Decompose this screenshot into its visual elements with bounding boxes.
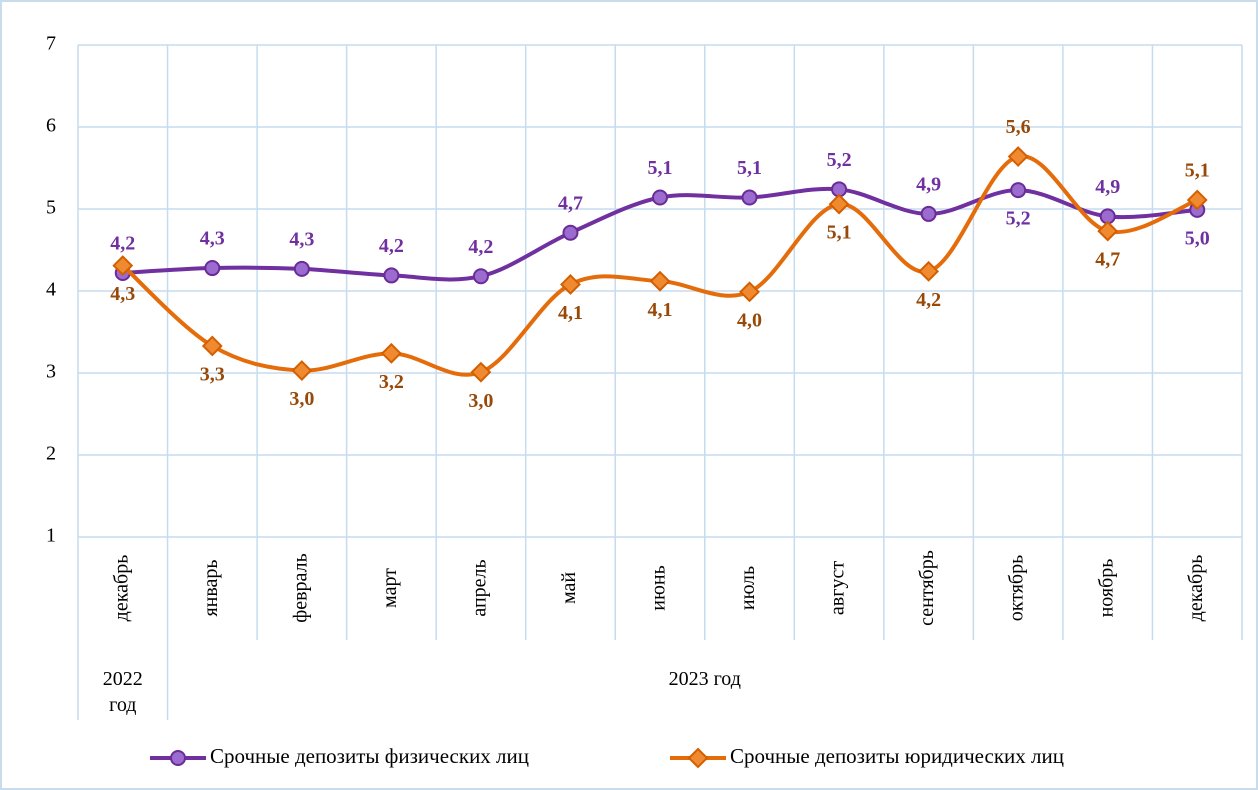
data-label: 3,0: [468, 390, 493, 412]
y-tick-label: 6: [46, 115, 56, 137]
x-tick-label: март: [379, 568, 401, 608]
data-label: 5,0: [1185, 227, 1210, 249]
legend-label: Срочные депозиты юридических лиц: [730, 744, 1064, 768]
point-marker: [560, 274, 581, 295]
data-label: 5,1: [648, 157, 673, 179]
data-label: 5,1: [827, 222, 852, 244]
point-marker: [472, 268, 489, 285]
data-label: 4,2: [379, 235, 404, 257]
data-label: 4,3: [289, 228, 314, 250]
x-tick-label: октябрь: [1006, 555, 1028, 621]
point-marker: [112, 255, 134, 276]
data-label: 4,2: [916, 289, 941, 311]
data-label: 4,3: [110, 283, 135, 305]
point-marker: [1097, 220, 1119, 242]
legend-marker: [170, 750, 186, 766]
data-label: 4,2: [110, 233, 135, 255]
x-tick-label: апрель: [469, 559, 491, 616]
data-label: 5,1: [1185, 160, 1210, 182]
point-marker: [741, 189, 758, 206]
point-marker: [1007, 146, 1029, 167]
data-label: 3,2: [379, 371, 404, 393]
data-label: 5,2: [827, 149, 852, 171]
group-label: 2023 год: [668, 668, 741, 690]
point-marker: [204, 260, 221, 277]
x-tick-label: январь: [200, 559, 222, 616]
y-tick-label: 2: [46, 443, 56, 465]
point-marker: [918, 260, 940, 282]
x-tick-label: декабрь: [1185, 555, 1207, 622]
data-label: 4,9: [1095, 176, 1120, 198]
point-marker: [649, 270, 671, 292]
y-tick-label: 4: [46, 279, 56, 301]
x-tick-label: май: [558, 572, 580, 604]
data-label: 5,6: [1006, 116, 1031, 138]
point-marker: [201, 335, 223, 357]
data-label: 5,2: [1006, 208, 1031, 230]
point-marker: [920, 205, 937, 222]
point-marker: [652, 189, 668, 206]
data-label: 4,3: [200, 228, 225, 250]
x-tick-label: ноябрь: [1095, 559, 1117, 618]
data-label: 4,1: [648, 299, 673, 321]
data-label: 3,3: [200, 364, 225, 386]
x-tick-label: август: [827, 561, 849, 615]
point-marker: [293, 260, 310, 277]
point-marker: [291, 360, 313, 381]
x-tick-label: декабрь: [110, 555, 132, 622]
data-label: 4,7: [558, 192, 583, 214]
y-tick-label: 3: [46, 361, 56, 383]
point-marker: [383, 267, 400, 284]
point-marker: [739, 281, 760, 303]
data-label: 4,9: [916, 174, 941, 196]
x-tick-label: июнь: [648, 565, 670, 610]
group-label: 2022 год: [102, 668, 143, 716]
data-label: 5,1: [737, 157, 762, 179]
point-marker: [1010, 182, 1027, 199]
x-tick-label: сентябрь: [916, 550, 938, 626]
y-tick-label: 5: [46, 197, 56, 219]
data-label: 4,2: [468, 236, 493, 258]
legend-label: Срочные депозиты физических лиц: [210, 744, 529, 768]
y-tick-label: 7: [46, 33, 56, 55]
point-marker: [828, 193, 850, 215]
point-marker: [1186, 189, 1208, 211]
point-marker: [562, 224, 579, 241]
x-tick-label: февраль: [289, 553, 311, 622]
x-tick-label: июль: [737, 566, 759, 610]
point-marker: [380, 342, 402, 364]
y-tick-label: 1: [46, 525, 56, 547]
data-label: 4,1: [558, 302, 583, 324]
data-label: 3,0: [289, 388, 314, 410]
legend-marker: [687, 747, 709, 769]
data-label: 4,0: [737, 309, 762, 331]
data-label: 4,7: [1095, 249, 1120, 271]
point-marker: [470, 361, 492, 383]
